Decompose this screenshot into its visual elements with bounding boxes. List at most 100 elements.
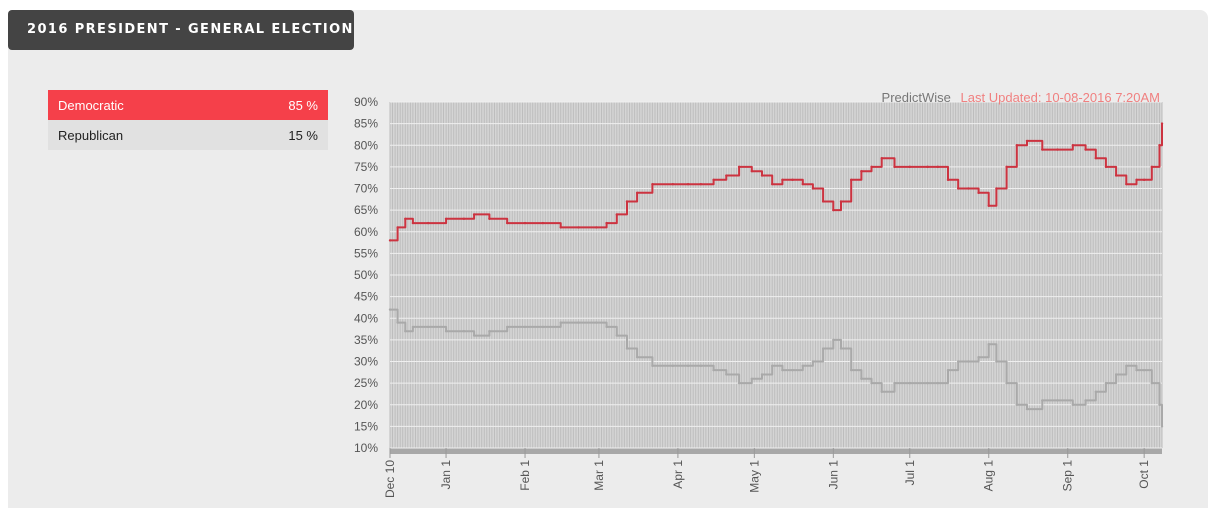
data-point: [523, 221, 527, 225]
data-point: [821, 200, 825, 203]
data-point: [1015, 144, 1018, 147]
data-point: [839, 200, 843, 203]
data-point: [427, 221, 430, 225]
y-tick-label: 75%: [354, 160, 378, 174]
data-point: [781, 178, 784, 182]
data-point: [737, 165, 741, 169]
data-point: [523, 325, 527, 329]
data-point: [506, 221, 509, 225]
data-point: [671, 364, 675, 368]
data-point: [506, 325, 509, 329]
data-point: [849, 368, 853, 372]
data-point: [1135, 178, 1138, 182]
data-point: [946, 368, 950, 372]
data-point: [860, 377, 863, 380]
y-tick-label: 15%: [354, 419, 378, 433]
data-point: [651, 182, 654, 186]
data-point: [1135, 368, 1138, 372]
y-tick-label: 25%: [354, 376, 378, 390]
data-point: [880, 157, 883, 160]
data-point: [908, 381, 911, 385]
data-point: [577, 321, 580, 324]
x-tick-label: Jun 1: [826, 460, 840, 490]
data-point: [1142, 368, 1146, 372]
y-tick-label: 45%: [354, 290, 378, 304]
data-point: [1125, 182, 1128, 186]
data-point: [737, 381, 741, 385]
data-point: [651, 364, 654, 368]
y-tick-label: 55%: [354, 246, 378, 260]
data-point: [967, 360, 970, 363]
data-point: [411, 325, 415, 329]
data-point: [1041, 399, 1044, 402]
party-label: Democratic: [58, 97, 124, 113]
data-point: [926, 165, 929, 169]
data-point: [1025, 407, 1029, 411]
data-point: [1005, 381, 1008, 385]
source-name: PredictWise: [882, 90, 951, 105]
y-tick-label: 10%: [354, 441, 378, 455]
data-point: [605, 221, 608, 225]
data-point: [625, 347, 629, 350]
data-point: [1071, 144, 1075, 147]
data-point: [1160, 425, 1164, 428]
data-point: [462, 330, 466, 333]
data-point: [760, 174, 764, 177]
last-updated: Last Updated: 10-08-2016 7:20AM: [961, 90, 1160, 105]
data-point: [404, 330, 407, 333]
data-point: [396, 321, 399, 324]
data-point: [635, 191, 639, 195]
data-point: [404, 217, 407, 220]
y-tick-label: 90%: [354, 95, 378, 109]
data-point: [488, 217, 491, 220]
data-point: [671, 182, 675, 186]
data-point: [936, 381, 939, 385]
data-point: [839, 347, 843, 350]
data-point: [791, 178, 794, 182]
y-tick-label: 20%: [354, 398, 378, 412]
data-point: [908, 165, 911, 169]
data-point: [811, 360, 815, 363]
data-point: [396, 226, 399, 229]
data-point: [686, 364, 690, 368]
data-point: [699, 182, 703, 186]
data-point: [462, 217, 466, 220]
data-point: [1114, 174, 1118, 177]
data-point: [488, 330, 491, 333]
data-point: [615, 334, 618, 337]
data-point: [781, 368, 784, 372]
odds-row-democratic[interactable]: Democratic 85 %: [48, 90, 328, 120]
y-tick-label: 50%: [354, 268, 378, 282]
data-point: [832, 338, 835, 342]
data-point: [987, 343, 990, 346]
x-tick-label: Aug 1: [982, 460, 996, 492]
data-point: [615, 213, 618, 216]
x-tick-label: May 1: [747, 460, 761, 493]
data-point: [967, 187, 970, 190]
data-point: [860, 170, 863, 173]
y-tick-label: 40%: [354, 311, 378, 325]
data-point: [686, 182, 690, 186]
data-point: [956, 360, 960, 363]
data-point: [832, 208, 835, 212]
data-point: [1025, 139, 1029, 143]
data-point: [1056, 399, 1059, 402]
data-point: [1158, 403, 1161, 406]
data-point: [577, 226, 580, 229]
data-point: [699, 364, 703, 368]
data-point: [725, 174, 728, 177]
data-point: [472, 334, 476, 337]
data-point: [956, 187, 960, 190]
odds-row-republican[interactable]: Republican 15 %: [48, 120, 328, 150]
data-point: [1150, 381, 1154, 385]
data-point: [1150, 165, 1154, 169]
x-tick-label: Dec 10: [383, 460, 397, 498]
party-value: 15 %: [288, 127, 318, 143]
data-point: [1041, 148, 1044, 151]
source-caption: PredictWise Last Updated: 10-08-2016 7:2…: [882, 90, 1160, 105]
data-point: [977, 355, 980, 359]
data-point: [1160, 122, 1164, 125]
data-point: [1104, 381, 1108, 385]
data-point: [870, 165, 873, 169]
y-tick-label: 80%: [354, 138, 378, 152]
